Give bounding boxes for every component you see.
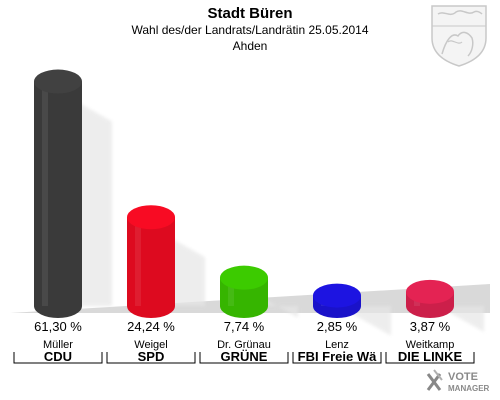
party-label: DIE LINKE: [398, 349, 463, 364]
bar-2: [127, 217, 175, 318]
coat-of-arms-icon: [431, 5, 487, 67]
party-label: CDU: [44, 349, 72, 364]
bar-top-3: [220, 265, 268, 290]
candidate-name: Weigel: [134, 339, 167, 351]
candidate-name: Weitkamp: [406, 339, 455, 351]
bar-top-2: [127, 205, 175, 230]
party-bracket: [199, 352, 289, 364]
bar-top-4: [313, 283, 361, 308]
party-bracket: [385, 352, 475, 364]
bar-highlight: [42, 81, 48, 306]
candidate-name: Müller: [43, 339, 73, 351]
candidate-name: Dr. Grünau: [217, 339, 271, 351]
chart-subtitle: Wahl des/der Landrats/Landrätin 25.05.20…: [131, 23, 369, 37]
bar-1: [34, 81, 82, 318]
bar-top-5: [406, 279, 454, 304]
value-label: 2,85 %: [317, 319, 358, 334]
svg-text:MANAGER: MANAGER: [448, 384, 490, 393]
value-label: 61,30 %: [34, 319, 82, 334]
party-label: SPD: [138, 349, 165, 364]
party-label: FBI Freie Wä: [298, 349, 378, 364]
bar-highlight: [135, 217, 141, 306]
value-label: 7,74 %: [224, 319, 265, 334]
party-bracket: [292, 352, 382, 364]
party-bracket: [106, 352, 196, 364]
value-label: 3,87 %: [410, 319, 451, 334]
party-label: GRÜNE: [221, 349, 268, 364]
candidate-name: Lenz: [325, 339, 349, 351]
value-label: 24,24 %: [127, 319, 175, 334]
party-bracket: [13, 352, 103, 364]
brand-logo: VOTE MANAGER: [426, 369, 490, 393]
bar-highlight: [228, 277, 234, 306]
chart-title: Stadt Büren: [207, 5, 293, 22]
bar-top-1: [34, 69, 82, 94]
chart-location: Ahden: [232, 39, 268, 53]
svg-text:VOTE: VOTE: [448, 371, 478, 383]
